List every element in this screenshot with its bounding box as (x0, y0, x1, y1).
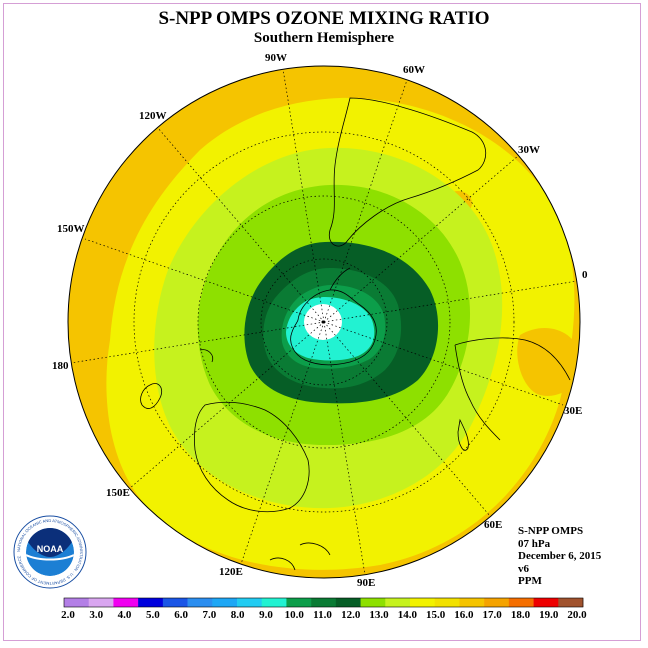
madagascar-coast (457, 418, 469, 451)
colorbar-label: 17.0 (483, 609, 503, 621)
colorbar-label: 19.0 (539, 609, 559, 621)
latitude-circle (260, 258, 388, 386)
colorbar-swatch (113, 598, 139, 607)
colorbar-label: 15.0 (426, 609, 446, 621)
logo-sky (26, 528, 74, 557)
lon-label-150e: 150E (106, 487, 130, 499)
info-version: v6 (518, 562, 529, 575)
south-pole-marker (321, 320, 325, 324)
antarctic-peninsula (329, 267, 351, 291)
colorbar-label: 18.0 (511, 609, 531, 621)
lon-label-120w: 120W (139, 110, 167, 122)
page-subtitle: Southern Hemisphere (253, 30, 395, 46)
colorbar-swatch (187, 598, 213, 607)
colorbar-swatch (138, 598, 164, 607)
colorbar-label: 20.0 (567, 609, 587, 621)
meridian (157, 127, 325, 323)
info-units: PPM (518, 575, 542, 587)
colorbar-label: 2.0 (61, 609, 75, 621)
lon-label-90w: 90W (265, 52, 287, 64)
colorbar-label: 14.0 (398, 609, 418, 621)
lon-label-150w: 150W (57, 223, 85, 235)
noaa-logo: NATIONAL OCEANIC AND ATMOSPHERIC ADMINIS… (13, 515, 87, 589)
colorbar-swatch (311, 598, 337, 607)
colorbar-swatch (533, 598, 559, 607)
meridian (323, 280, 578, 323)
meridian (323, 155, 519, 323)
lon-label-30w: 30W (518, 144, 540, 156)
south-america-coast (328, 97, 486, 247)
lon-label-90e: 90E (357, 577, 375, 589)
maritime-continent-coast (269, 542, 331, 571)
lon-label-120e: 120E (219, 566, 243, 578)
colorbar-swatch (508, 598, 534, 607)
info-level: 07 hPa (518, 537, 551, 550)
meridian (323, 321, 491, 517)
lon-label-30e: 30E (564, 405, 582, 417)
africa-coast (454, 337, 571, 441)
australia-coast (194, 401, 310, 513)
colorbar-swatch (410, 598, 436, 607)
map-boundary (67, 65, 581, 579)
latitude-circle (197, 195, 451, 449)
colorbar-swatch (360, 598, 386, 607)
colorbar-label: 5.0 (146, 609, 160, 621)
colorbar-swatch (286, 598, 312, 607)
info-date: December 6, 2015 (518, 550, 602, 562)
colorbar-label: 7.0 (203, 609, 217, 621)
lon-label-60w: 60W (403, 64, 425, 76)
logo-gull (26, 554, 74, 561)
colorbar-swatch (459, 598, 485, 607)
latitude-circle (133, 131, 515, 513)
colorbar-swatch (88, 598, 114, 607)
colorbar-swatch (261, 598, 287, 607)
page-frame (3, 3, 641, 641)
colorbar-swatch (162, 598, 188, 607)
colorbar-swatch (385, 598, 411, 607)
colorbar-label: 12.0 (341, 609, 361, 621)
colorbar-swatch (237, 598, 263, 607)
page-title: S-NPP OMPS OZONE MIXING RATIO (158, 8, 490, 29)
colorbar-label: 10.0 (285, 609, 305, 621)
colorbar-label: 16.0 (454, 609, 474, 621)
colorbar-swatch (335, 598, 361, 607)
info-block: S-NPP OMPS 07 hPa December 6, 2015 v6 PP… (518, 525, 601, 588)
info-instrument: S-NPP OMPS (518, 525, 584, 537)
colorbar-swatch (484, 598, 510, 607)
colorbar-label: 6.0 (174, 609, 188, 621)
colorbar-label: 11.0 (313, 609, 332, 621)
meridian (323, 79, 408, 323)
antarctica-coast (290, 289, 377, 366)
meridian (240, 321, 325, 565)
colorbar-swatch (558, 598, 584, 607)
lon-label-180: 180 (52, 360, 69, 372)
meridian (282, 68, 325, 323)
ross-sea-island (199, 349, 214, 363)
colorbar-label: 9.0 (259, 609, 273, 621)
meridian (129, 321, 325, 489)
new-zealand-coast (140, 383, 163, 409)
colorbar-border (63, 597, 584, 608)
colorbar-swatch (434, 598, 460, 607)
graticule (70, 68, 578, 576)
colorbar-swatch (64, 598, 90, 607)
meridian (323, 321, 366, 576)
colorbar-swatch (212, 598, 238, 607)
colorbar-label: 3.0 (89, 609, 103, 621)
coastlines (140, 97, 571, 571)
lon-label-0: 0 (582, 269, 588, 281)
lon-label-60e: 60E (484, 519, 502, 531)
colorbar-label: 4.0 (118, 609, 132, 621)
contour-blob-16b (517, 327, 580, 396)
colorbar-label: 8.0 (231, 609, 245, 621)
colorbar-label: 13.0 (369, 609, 389, 621)
logo-text: NOAA (37, 544, 64, 554)
meridian (70, 321, 325, 364)
